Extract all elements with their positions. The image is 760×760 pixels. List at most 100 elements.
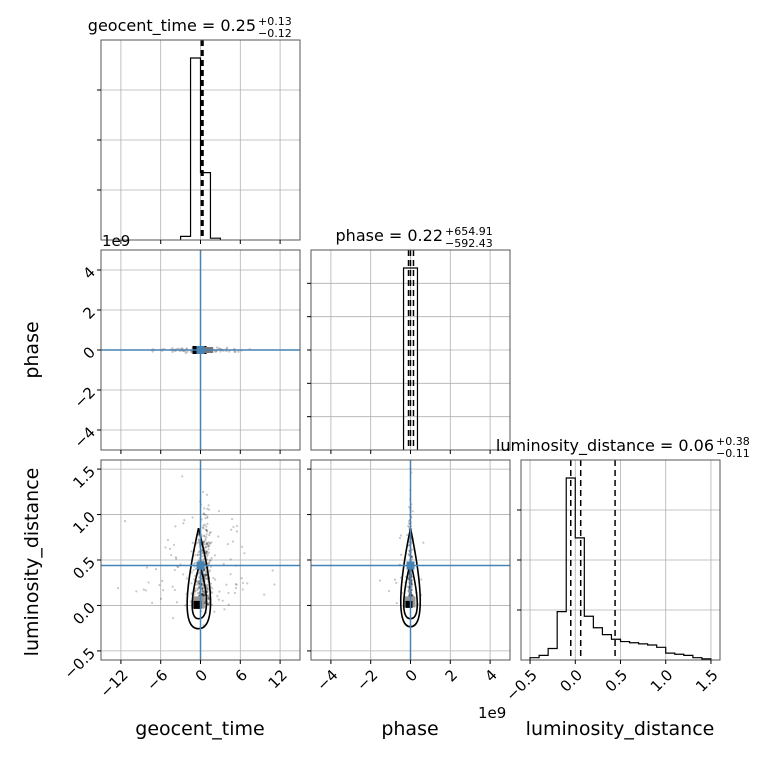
sample-point bbox=[159, 597, 163, 600]
sample-point bbox=[203, 594, 206, 597]
sample-point bbox=[410, 583, 414, 586]
sample-point bbox=[217, 598, 220, 601]
sample-point bbox=[216, 594, 219, 598]
sample-point bbox=[207, 545, 210, 548]
sample-point bbox=[204, 573, 207, 576]
sample-point bbox=[228, 350, 231, 353]
sample-point bbox=[243, 552, 246, 555]
truth-marker bbox=[196, 561, 205, 570]
sample-point bbox=[420, 578, 423, 581]
sample-point bbox=[205, 555, 209, 558]
sample-point bbox=[209, 531, 212, 534]
sample-point bbox=[193, 590, 196, 594]
sample-point bbox=[206, 507, 209, 510]
sample-point bbox=[183, 519, 186, 522]
sample-point bbox=[196, 554, 199, 557]
sample-point bbox=[209, 569, 212, 572]
sample-point bbox=[202, 558, 205, 561]
sample-point bbox=[207, 595, 210, 599]
panel-content bbox=[101, 250, 300, 450]
sample-point bbox=[407, 576, 410, 580]
sample-point bbox=[123, 520, 127, 523]
sample-point bbox=[205, 550, 208, 553]
sample-point bbox=[197, 538, 200, 541]
sample-point bbox=[161, 579, 164, 582]
x-tick-label: 12 bbox=[265, 666, 291, 692]
sample-point bbox=[197, 579, 201, 583]
sample-point bbox=[204, 574, 208, 577]
sample-point bbox=[171, 350, 174, 354]
sample-point bbox=[400, 553, 403, 556]
title-upper-error: +654.91 bbox=[445, 225, 493, 238]
sample-point bbox=[142, 588, 145, 591]
sample-point bbox=[151, 601, 154, 605]
sample-point bbox=[164, 546, 167, 549]
y-tick-label: 1.5 bbox=[69, 462, 99, 492]
x-tick-label: 6 bbox=[232, 666, 251, 685]
sample-point bbox=[204, 546, 207, 549]
sample-point bbox=[408, 588, 411, 591]
sample-point bbox=[202, 540, 205, 543]
sample-point bbox=[197, 580, 200, 583]
sample-point bbox=[197, 539, 200, 542]
sample-point bbox=[173, 588, 177, 592]
sample-point bbox=[407, 554, 411, 557]
sample-point bbox=[398, 536, 402, 540]
y-axis-label-phase: phase bbox=[21, 321, 43, 378]
sample-point bbox=[173, 568, 176, 572]
x-axis-label-geocent-time: geocent_time bbox=[135, 718, 264, 740]
panel-content bbox=[101, 460, 300, 660]
sample-point bbox=[407, 544, 410, 547]
sample-point bbox=[205, 493, 209, 496]
x-tick-label: −4 bbox=[313, 666, 341, 694]
sample-point bbox=[196, 581, 199, 584]
sample-point bbox=[201, 593, 204, 596]
sample-point bbox=[234, 350, 237, 353]
sample-point bbox=[206, 590, 209, 593]
sample-point bbox=[229, 573, 232, 576]
sample-point bbox=[206, 553, 209, 556]
y-tick-label: −2 bbox=[71, 383, 99, 411]
sample-point bbox=[200, 583, 203, 586]
sample-point bbox=[213, 610, 216, 613]
sample-point bbox=[190, 550, 193, 553]
offset-label-phase-x: 1e9 bbox=[478, 704, 506, 722]
sample-point bbox=[184, 351, 188, 355]
sample-point bbox=[205, 574, 208, 577]
sample-point bbox=[172, 543, 176, 547]
sample-point bbox=[201, 589, 204, 592]
sample-point bbox=[422, 541, 425, 544]
sample-point bbox=[411, 558, 414, 561]
sample-point bbox=[202, 540, 206, 544]
sample-point bbox=[214, 578, 217, 581]
sample-point bbox=[203, 535, 206, 538]
sample-point bbox=[201, 583, 204, 586]
sample-point bbox=[208, 597, 211, 600]
sample-point bbox=[201, 550, 204, 553]
sample-point bbox=[206, 542, 209, 546]
sample-point bbox=[203, 594, 206, 597]
panel-geocent-time-luminosity-distance: −0.5 0.0 0.5 1.0 1.5 −12 −6 0 6 12 bbox=[61, 459, 301, 701]
sample-point bbox=[395, 581, 398, 584]
sample-point bbox=[168, 547, 172, 550]
sample-point bbox=[217, 510, 220, 513]
sample-point bbox=[193, 561, 197, 565]
sample-point bbox=[204, 537, 207, 541]
sample-point bbox=[202, 534, 206, 537]
sample-point bbox=[204, 539, 207, 542]
sample-point bbox=[411, 555, 414, 558]
sample-point bbox=[181, 475, 184, 478]
sample-point bbox=[200, 555, 204, 558]
sample-point bbox=[231, 540, 235, 543]
y-axis-label-luminosity-distance: luminosity_distance bbox=[21, 468, 43, 657]
sample-point bbox=[154, 567, 158, 571]
sample-point bbox=[208, 533, 211, 537]
sample-point bbox=[205, 570, 208, 573]
sample-point bbox=[206, 516, 209, 519]
sample-point bbox=[219, 350, 222, 353]
sample-point bbox=[197, 559, 200, 562]
sample-point bbox=[204, 543, 207, 546]
sample-point bbox=[205, 552, 208, 555]
sample-point bbox=[201, 592, 204, 595]
